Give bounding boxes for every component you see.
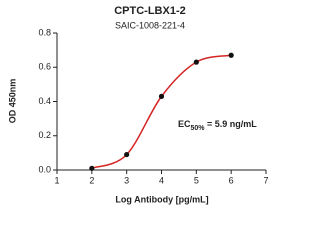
point xyxy=(158,93,165,99)
x-tick-label: 1 xyxy=(54,175,59,185)
annotation: EC50% = 5.9 ng/mL xyxy=(178,119,257,131)
x-axis-label: Log Antibody [pg/mL] xyxy=(115,194,208,204)
annotation-text: EC xyxy=(178,119,191,129)
annotation-subscript: 50% xyxy=(191,125,206,132)
point xyxy=(193,59,199,65)
x-tick-label: 3 xyxy=(124,175,129,185)
annotation-rest: = 5.9 ng/mL xyxy=(205,119,258,129)
chart: CPTC-LBX1-2 SAIC-1008-221-4 Log Antibody… xyxy=(7,5,268,204)
y-tick-label: 0.6 xyxy=(38,62,51,72)
chart-title: CPTC-LBX1-2 xyxy=(114,5,186,17)
y-tick-label: 0.8 xyxy=(38,27,51,37)
x-tick-label: 7 xyxy=(263,175,268,185)
point xyxy=(124,151,130,158)
x-tick-label: 2 xyxy=(89,175,94,185)
point xyxy=(89,165,95,171)
chart-subtitle: SAIC-1008-221-4 xyxy=(115,20,185,30)
x-tick-label: 5 xyxy=(194,175,199,185)
y-tick-label: 0.2 xyxy=(38,130,51,140)
x-tick-label: 6 xyxy=(229,175,234,185)
fit-curve xyxy=(91,54,232,170)
y-tick-label: 0.0 xyxy=(38,164,51,174)
y-axis-label: OD 450nm xyxy=(7,79,17,124)
y-tick-label: 0.4 xyxy=(38,96,51,106)
x-tick-label: 4 xyxy=(159,175,164,185)
point xyxy=(228,52,234,58)
